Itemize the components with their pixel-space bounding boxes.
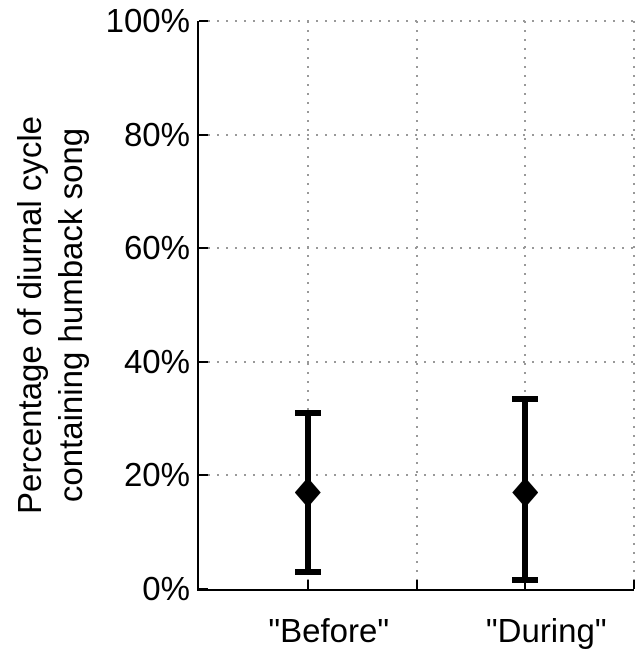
x-axis-tick xyxy=(524,580,527,589)
y-axis-tick xyxy=(199,133,208,136)
errorbar-cap-top xyxy=(512,395,539,402)
y-axis-line xyxy=(197,21,199,591)
errorbar-cap-bottom xyxy=(294,568,321,575)
y-axis-tick xyxy=(199,588,208,590)
v-gridline xyxy=(524,21,527,589)
y-axis-tick xyxy=(199,247,208,250)
y-axis-label: Percentage of diurnal cycle containing h… xyxy=(9,116,91,514)
plot-area xyxy=(197,20,635,591)
x-axis-tick xyxy=(633,580,635,589)
y-tick-label: 100% xyxy=(105,2,190,39)
v-gridline xyxy=(633,21,635,589)
y-axis-tick xyxy=(199,20,208,22)
errorbar-cap-top xyxy=(294,409,321,416)
y-axis-label-line2: containing humback song xyxy=(52,127,89,503)
y-tick-label: 40% xyxy=(123,342,190,380)
y-tick-label: 80% xyxy=(123,115,190,153)
errorbar-cap-bottom xyxy=(512,577,539,584)
v-gridline xyxy=(306,21,309,589)
y-tick-label: 20% xyxy=(123,456,190,494)
x-category-label: "Before" xyxy=(268,612,390,649)
data-point-diamond-marker xyxy=(294,477,321,508)
data-point-diamond-marker xyxy=(512,477,539,508)
y-axis-label-line1: Percentage of diurnal cycle xyxy=(11,115,48,515)
y-axis-tick xyxy=(199,360,208,363)
x-axis-tick xyxy=(306,580,309,589)
x-category-label: "During" xyxy=(485,612,607,649)
y-tick-label: 0% xyxy=(142,570,190,607)
y-tick-label: 60% xyxy=(123,229,190,267)
x-axis-tick xyxy=(415,580,418,589)
y-axis-tick xyxy=(199,474,208,477)
x-axis-line xyxy=(197,589,634,591)
v-gridline xyxy=(415,21,418,589)
